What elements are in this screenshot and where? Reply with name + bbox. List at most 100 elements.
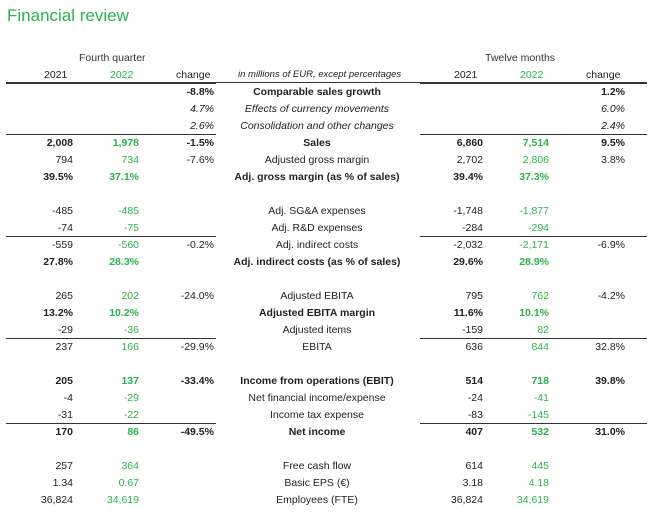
- row-label: Adj. SG&A expenses: [268, 205, 366, 217]
- table-row: 170 86 -49.5% Net income 407 532 31.0%: [0, 423, 657, 440]
- table-row: -8.8% Comparable sales growth 1.2%: [0, 83, 657, 100]
- cell-q22: -36: [123, 324, 139, 336]
- cell-q21: -74: [57, 222, 73, 234]
- cell-y22: -41: [533, 392, 549, 404]
- cell-y21: 39.4%: [453, 171, 483, 183]
- table-row: 4.7% Effects of currency movements 6.0%: [0, 100, 657, 117]
- row-label: Adj. indirect costs (as % of sales): [233, 256, 401, 268]
- table-row: 36,824 34,619 Employees (FTE) 36,824 34,619: [0, 491, 657, 508]
- fourth-quarter-header: Fourth quarter: [79, 52, 146, 64]
- table-row: 1.34 0.67 Basic EPS (€) 3.18 4.18: [0, 474, 657, 491]
- cell-y22: 532: [531, 426, 549, 438]
- table-row: -74 -75 Adj. R&D expenses -284 -294: [0, 219, 657, 236]
- table-row: 257 364 Free cash flow 614 445: [0, 457, 657, 474]
- cell-q22: -22: [123, 409, 139, 421]
- cell-ychg: 6.0%: [601, 103, 625, 115]
- row-rule-year: [420, 423, 647, 424]
- cell-q21: 205: [55, 375, 73, 387]
- row-label: Adjusted EBITA margin: [258, 307, 376, 319]
- cell-q21: -4: [63, 392, 73, 404]
- cell-q21: -485: [51, 205, 73, 217]
- cell-q21: -29: [57, 324, 73, 336]
- row-label: Sales: [303, 137, 331, 149]
- header-rule: [6, 82, 647, 83]
- cell-y21: -24: [467, 392, 483, 404]
- cell-q21: -31: [57, 409, 73, 421]
- cell-ychg: 1.2%: [601, 86, 625, 98]
- row-label: EBITA: [302, 341, 332, 353]
- row-label: Adj. R&D expenses: [271, 222, 363, 234]
- table-row: -559 -560 -0.2% Adj. indirect costs -2,032 -2…: [0, 236, 657, 253]
- cell-y21: 407: [465, 426, 483, 438]
- cell-q22: -75: [123, 222, 139, 234]
- cell-y21: 614: [465, 460, 483, 472]
- cell-ychg: 2.4%: [601, 120, 625, 132]
- cell-q21: 170: [55, 426, 73, 438]
- cell-qchg: -8.8%: [186, 86, 214, 98]
- cell-y22: 34,619: [516, 494, 549, 506]
- cell-y21: -1,748: [453, 205, 483, 217]
- table-row: 265 202 -24.0% Adjusted EBITA 795 762 -4.2%: [0, 287, 657, 304]
- row-label: Adjusted EBITA: [280, 290, 354, 302]
- row-label: Adjusted gross margin: [264, 154, 370, 166]
- table-row: 13.2% 10.2% Adjusted EBITA margin 11.6% 10.1…: [0, 304, 657, 321]
- cell-ychg: 32.8%: [595, 341, 625, 353]
- cell-ychg: 31.0%: [595, 426, 625, 438]
- cell-q21: 13.2%: [43, 307, 73, 319]
- cell-q22: -29: [123, 392, 139, 404]
- row-label: Employees (FTE): [276, 494, 358, 506]
- cell-q21: 1.34: [52, 477, 73, 489]
- cell-y21: 11.6%: [453, 307, 483, 319]
- row-rule-year: [420, 338, 647, 339]
- row-rule-year: [420, 83, 647, 84]
- cell-qchg: 4.7%: [190, 103, 214, 115]
- cell-q22: 364: [121, 460, 139, 472]
- cell-y21: -2,032: [453, 239, 483, 251]
- cell-q21: 265: [55, 290, 73, 302]
- cell-y22: 28.9%: [519, 256, 549, 268]
- y-2022-header: 2022: [520, 69, 544, 81]
- row-label: Net income: [288, 426, 346, 438]
- cell-qchg: 2.6%: [190, 120, 214, 132]
- cell-qchg: -1.5%: [186, 137, 214, 149]
- cell-y22: 10.1%: [519, 307, 549, 319]
- table-row: -4 -29 Net financial income/expense -24 -41: [0, 389, 657, 406]
- cell-y22: 718: [531, 375, 549, 387]
- row-rule-quarter: [6, 338, 216, 339]
- cell-qchg: -33.4%: [180, 375, 214, 387]
- cell-q21: -559: [51, 239, 73, 251]
- row-label: Consolidation and other changes: [240, 120, 394, 132]
- cell-y21: 6,860: [456, 137, 483, 149]
- cell-y22: -2,171: [519, 239, 549, 251]
- cell-q22: 0.67: [118, 477, 139, 489]
- twelve-months-header: Twelve months: [485, 52, 556, 64]
- cell-q22: 1,978: [112, 137, 139, 149]
- cell-y21: 636: [465, 341, 483, 353]
- cell-q22: 28.3%: [109, 256, 139, 268]
- y-2021-header: 2021: [454, 69, 478, 81]
- table-row: 205 137 -33.4% Income from operations (EBIT…: [0, 372, 657, 389]
- row-label: Free cash flow: [282, 460, 352, 472]
- row-rule-year: [420, 236, 647, 237]
- cell-ychg: 39.8%: [595, 375, 625, 387]
- row-rule-quarter: [6, 423, 216, 424]
- table-row: -485 -485 Adj. SG&A expenses -1,748 -1,877: [0, 202, 657, 219]
- cell-y22: 844: [531, 341, 549, 353]
- cell-y22: 4.18: [528, 477, 549, 489]
- row-label: Comparable sales growth: [253, 86, 381, 98]
- cell-y21: 2,702: [456, 154, 483, 166]
- unit-note: in millions of EUR, except percentages: [238, 69, 402, 80]
- cell-ychg: 9.5%: [601, 137, 625, 149]
- cell-q21: 27.8%: [43, 256, 73, 268]
- q-change-header: change: [176, 69, 211, 81]
- table-row: 794 734 -7.6% Adjusted gross margin 2,702 2,8…: [0, 151, 657, 168]
- cell-qchg: -49.5%: [180, 426, 214, 438]
- table-row: 39.5% 37.1% Adj. gross margin (as % of sal…: [0, 168, 657, 185]
- cell-q22: 10.2%: [109, 307, 139, 319]
- cell-qchg: -24.0%: [180, 290, 214, 302]
- cell-qchg: -29.9%: [180, 341, 214, 353]
- cell-y21: 3.18: [462, 477, 483, 489]
- cell-q22: 734: [121, 154, 139, 166]
- cell-qchg: -7.6%: [186, 154, 214, 166]
- row-label: Adj. gross margin (as % of sales): [234, 171, 400, 183]
